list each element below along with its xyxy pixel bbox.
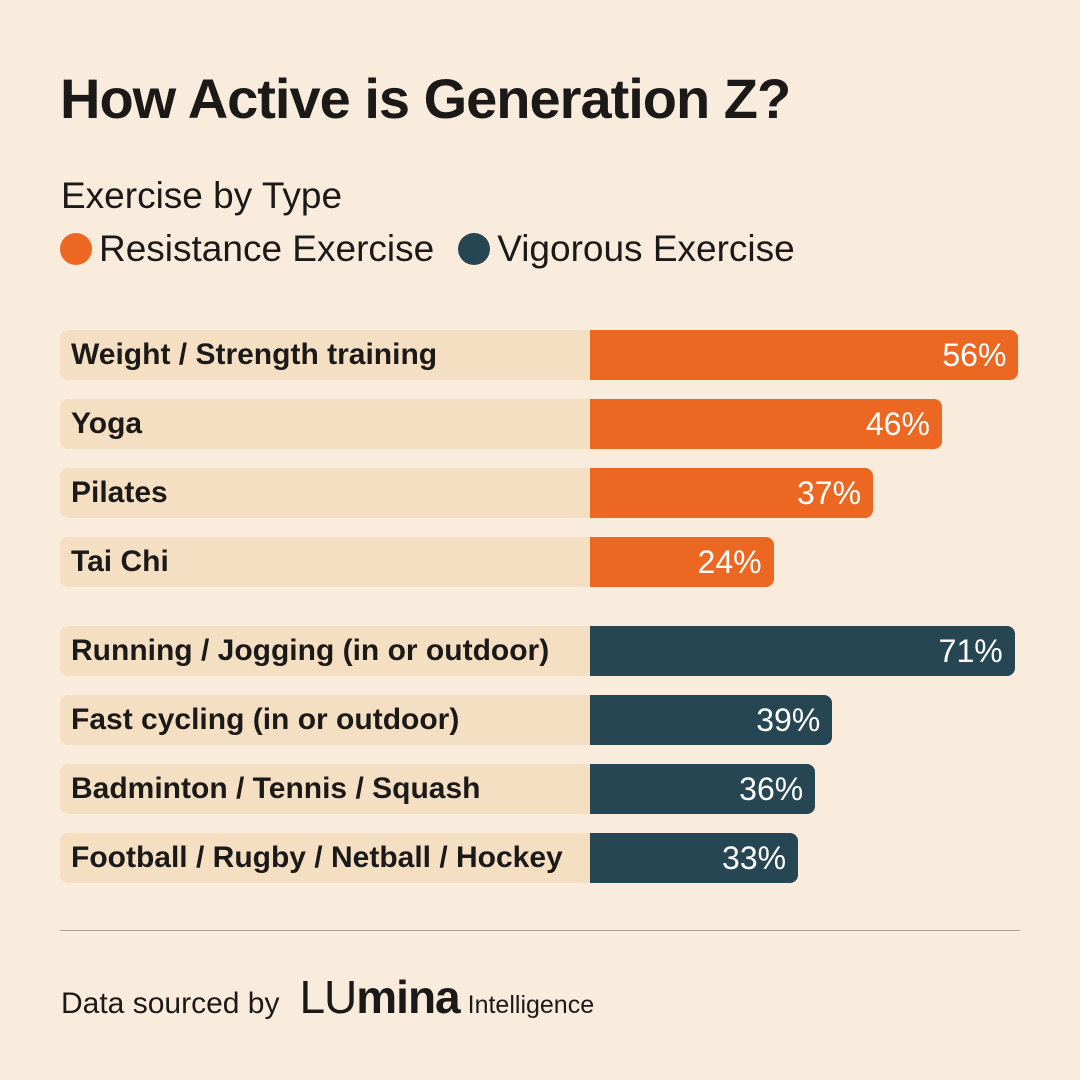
value-label: 33% <box>722 840 787 876</box>
category-label: Weight / Strength training <box>71 338 438 371</box>
brand-logo-light: LU <box>299 971 357 1023</box>
value-label: 36% <box>739 771 804 807</box>
bar-track <box>60 399 590 449</box>
value-label: 46% <box>865 406 930 442</box>
value-label: 37% <box>797 475 862 511</box>
legend-dot-vigorous-icon <box>458 233 491 265</box>
bar-track <box>60 330 590 380</box>
bar <box>590 695 833 745</box>
bar-track <box>60 695 590 745</box>
bar <box>590 468 874 518</box>
footer-divider <box>60 930 1020 931</box>
bar-track <box>60 764 590 814</box>
category-label: Pilates <box>71 476 168 509</box>
bar <box>590 626 1015 676</box>
source-text: Data sourced by <box>61 987 280 1020</box>
brand-logo-bold: mina <box>356 971 460 1023</box>
legend-label-resistance: Resistance Exercise <box>99 228 435 269</box>
legend: Resistance Exercise Vigorous Exercise <box>60 228 819 270</box>
legend-item-resistance: Resistance Exercise <box>60 228 434 270</box>
legend-dot-resistance-icon <box>60 233 92 265</box>
bar <box>590 399 942 449</box>
category-label: Running / Jogging (in or outdoor) <box>71 634 550 667</box>
bar <box>590 537 774 587</box>
bar <box>590 330 1019 380</box>
bar-track <box>60 468 590 518</box>
legend-item-vigorous: Vigorous Exercise <box>458 228 795 270</box>
chart-subtitle: Exercise by Type <box>61 175 343 216</box>
category-label: Football / Rugby / Netball / Hockey <box>71 841 563 874</box>
bar <box>590 764 816 814</box>
value-label: 56% <box>942 337 1007 373</box>
brand-subtitle: Intelligence <box>467 991 595 1019</box>
legend-label-vigorous: Vigorous Exercise <box>497 228 795 269</box>
category-label: Badminton / Tennis / Squash <box>71 772 481 805</box>
chart-title: How Active is Generation Z? <box>60 67 791 130</box>
category-label: Yoga <box>71 407 143 440</box>
bar <box>590 833 799 883</box>
category-label: Tai Chi <box>71 545 169 578</box>
footer: Data sourced by LUmina Intelligence <box>61 970 594 1024</box>
brand-logo: LUmina <box>299 970 460 1024</box>
bar-track <box>60 833 590 883</box>
category-label: Fast cycling (in or outdoor) <box>71 703 460 736</box>
value-label: 71% <box>938 633 1003 669</box>
bar-track <box>60 537 590 587</box>
bar-track <box>60 626 590 676</box>
value-label: 39% <box>756 702 821 738</box>
value-label: 24% <box>697 544 762 580</box>
